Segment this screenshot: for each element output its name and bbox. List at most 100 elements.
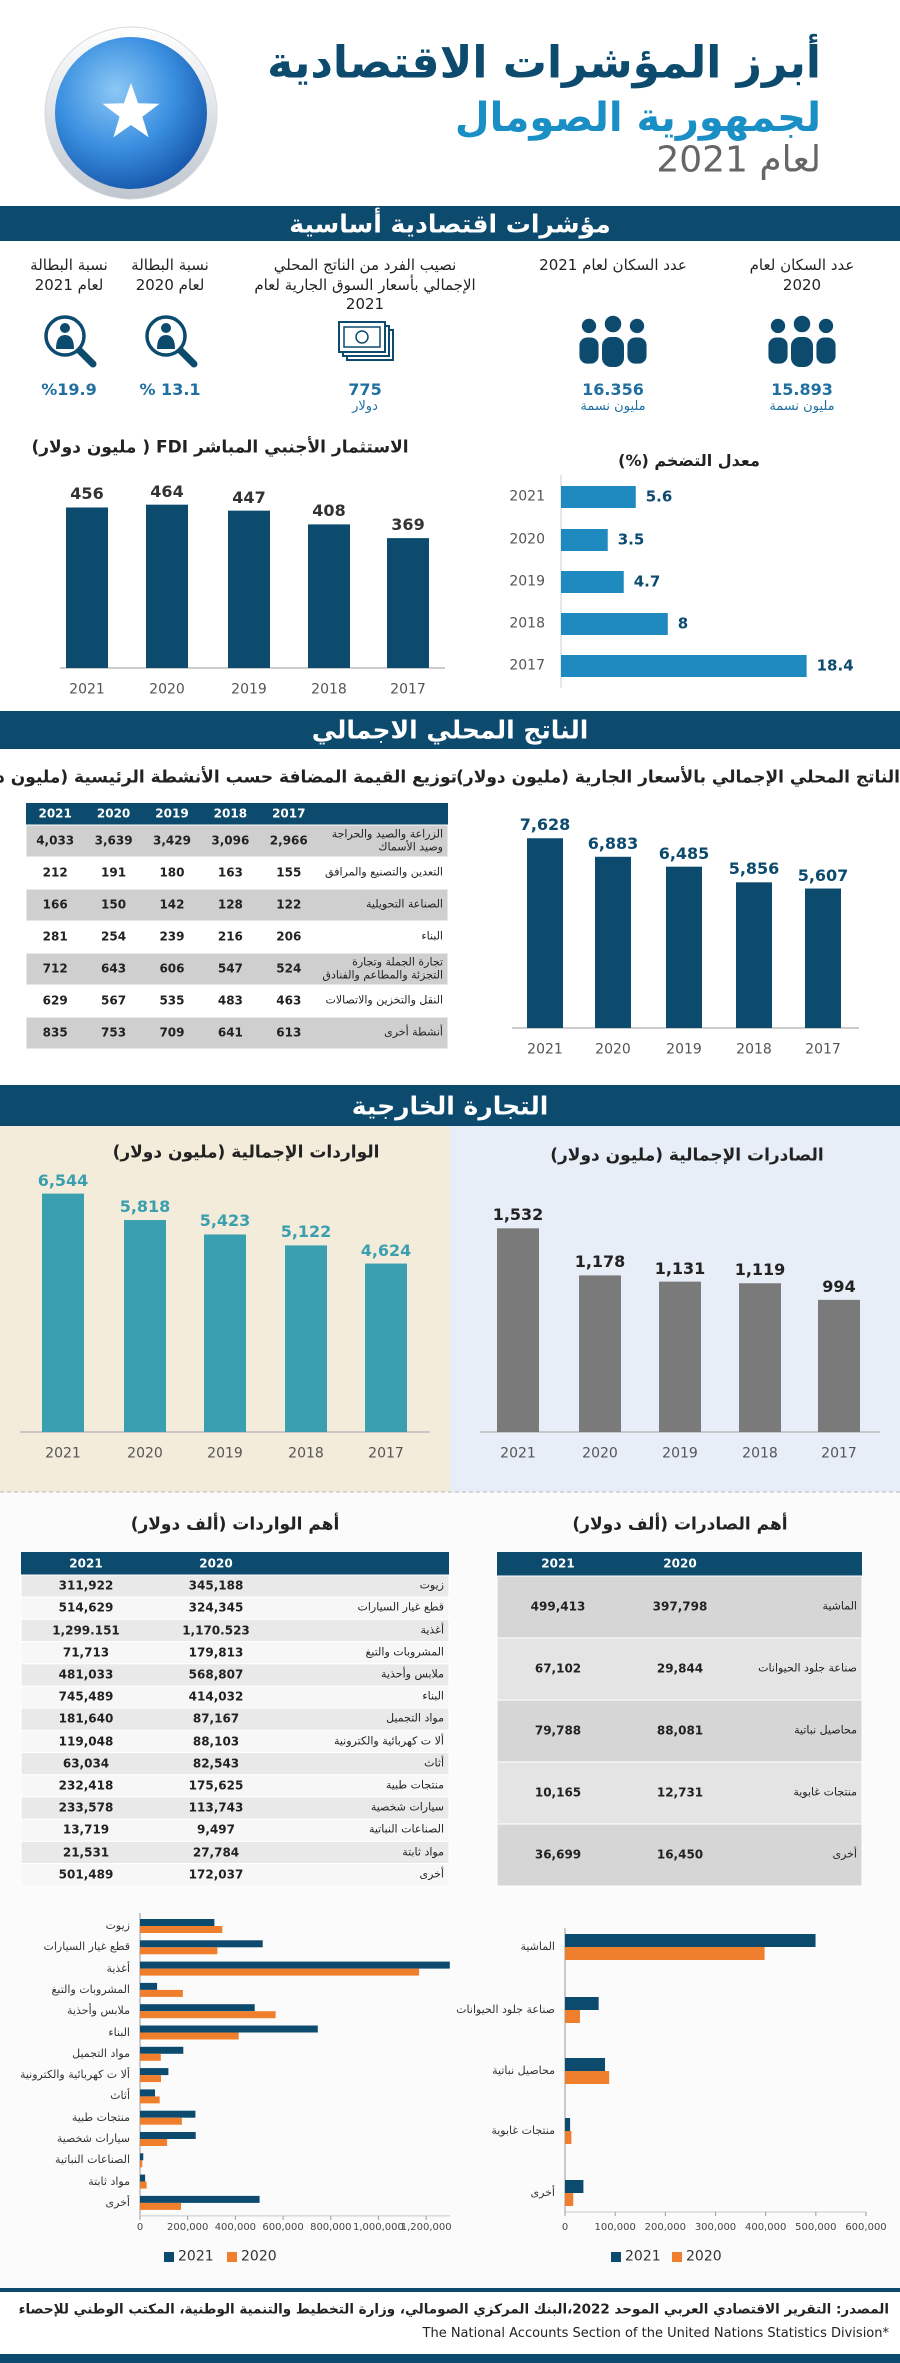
footer-bar [0, 2354, 900, 2363]
y-tick-label: مواد التجميل [72, 2046, 130, 2060]
bar [565, 2131, 572, 2144]
table-cell: 254 [101, 929, 127, 944]
section-bar [0, 206, 900, 241]
table-header [497, 1552, 862, 1576]
icon [343, 326, 381, 348]
x-tick-label: 2021 [69, 681, 105, 698]
bar [595, 856, 631, 1028]
table-cell: 483 [217, 993, 243, 1008]
bar [561, 529, 608, 551]
bar [140, 1919, 215, 1926]
row-label: التعدين والتصنيع والمرافق [325, 865, 443, 879]
row-label: أخرى [832, 1847, 857, 1861]
x-tick-label: 400,000 [214, 2221, 257, 2233]
table-title: أهم الواردات (ألف دولار) [130, 1514, 340, 1535]
bar [140, 2068, 169, 2076]
table-cell: 745,489 [58, 1689, 114, 1704]
y-tick-label: أخرى [530, 2186, 555, 2200]
row-label: صناعة جلود الحيوانات [758, 1661, 857, 1675]
table-row [496, 1761, 863, 1825]
table-row [496, 1575, 863, 1639]
y-tick-label: منتجات طبية [71, 2110, 130, 2124]
table-cell: 397,798 [652, 1599, 708, 1614]
bar [140, 2096, 160, 2104]
value-label: 6,485 [658, 843, 710, 863]
table-header [26, 803, 448, 825]
indicator-label: نصيب الفرد من الناتج المحلي الإجمالي بأس… [254, 256, 476, 313]
bar [140, 2202, 182, 2210]
y-tick-label: قطع غيار السيارات [43, 1940, 130, 1954]
table-cell: 345,188 [188, 1578, 244, 1593]
indicator-unit: دولار [352, 398, 378, 414]
bar [579, 1275, 621, 1432]
title: أبرز المؤشرات الاقتصادية [267, 37, 821, 89]
section-bar [0, 711, 900, 749]
bar [387, 538, 429, 668]
bar [140, 2053, 161, 2061]
bar [140, 2075, 162, 2083]
section-title: التجارة الخارجية [351, 1090, 549, 1120]
footer-line [0, 2288, 900, 2292]
bar [285, 1245, 327, 1432]
bar [140, 2195, 260, 2203]
table-cell: 79,788 [534, 1723, 582, 1738]
value-label: 5,856 [728, 859, 780, 879]
indicator-unit: مليون نسمة [580, 398, 646, 414]
x-tick-label: 2017 [390, 681, 426, 698]
row-label: المشروبات والتبغ [365, 1645, 444, 1659]
row-label: تجارة الجملة وتجارة التجزئة والمطاعم وال… [322, 955, 443, 981]
table-cell: 9,497 [197, 1822, 235, 1837]
row-label: منتجات طبية [385, 1778, 444, 1792]
value-label: 456 [70, 484, 104, 504]
bar [140, 2117, 182, 2125]
table-cell: 753 [101, 1025, 127, 1040]
bar [140, 2139, 168, 2146]
table-cell: 643 [101, 961, 127, 976]
x-tick-label: 2021 [500, 1445, 536, 1462]
table-row [496, 1823, 863, 1887]
table-cell: 1,299.151 [52, 1623, 120, 1637]
table-cell: 155 [276, 865, 302, 880]
table-cell: 641 [217, 1025, 243, 1040]
bar [736, 882, 772, 1028]
x-tick-label: 2019 [662, 1445, 698, 1462]
table-title: توزيع القيمة المضافة حسب الأنشطة الرئيسي… [0, 767, 457, 788]
bar [527, 838, 563, 1028]
bar [805, 888, 841, 1028]
table-column-header: 2020 [96, 806, 131, 821]
bar [140, 2004, 255, 2012]
bar [739, 1283, 781, 1432]
icon [161, 323, 171, 333]
indicator-value: 775 [348, 380, 382, 399]
table-cell: 501,489 [58, 1867, 114, 1882]
icon [769, 317, 787, 335]
x-tick-label: 2019 [231, 681, 267, 698]
x-tick-label: 1,000,000 [353, 2221, 404, 2233]
bar [140, 1982, 158, 1990]
table-column-header: 2021 [541, 1556, 575, 1571]
bar [140, 2089, 156, 2097]
x-tick-label: 2018 [742, 1445, 778, 1462]
icon [603, 314, 623, 334]
table-cell: 281 [42, 929, 68, 944]
table-row [25, 856, 449, 890]
row-label: مواد التجميل [386, 1711, 444, 1725]
table-cell: 481,033 [58, 1667, 114, 1682]
table-row [496, 1699, 863, 1763]
table-cell: 12,731 [656, 1785, 704, 1800]
x-tick-label: 800,000 [310, 2221, 352, 2233]
table-row [25, 1016, 449, 1050]
row-label: أثاث [424, 1756, 444, 1770]
bar [308, 524, 350, 668]
table-cell: 3,096 [211, 833, 250, 848]
bar [565, 1934, 816, 1947]
legend-label: 2020 [686, 2248, 722, 2265]
table-column-header: 2019 [155, 806, 189, 821]
table-cell: 119,048 [58, 1734, 114, 1748]
value-label: 4,624 [360, 1240, 412, 1260]
y-tick-label: 2019 [509, 573, 545, 590]
value-label: 408 [312, 501, 346, 521]
table-column-header: 2021 [69, 1556, 103, 1570]
table-row [20, 1863, 450, 1887]
table-cell: 414,032 [188, 1689, 244, 1704]
